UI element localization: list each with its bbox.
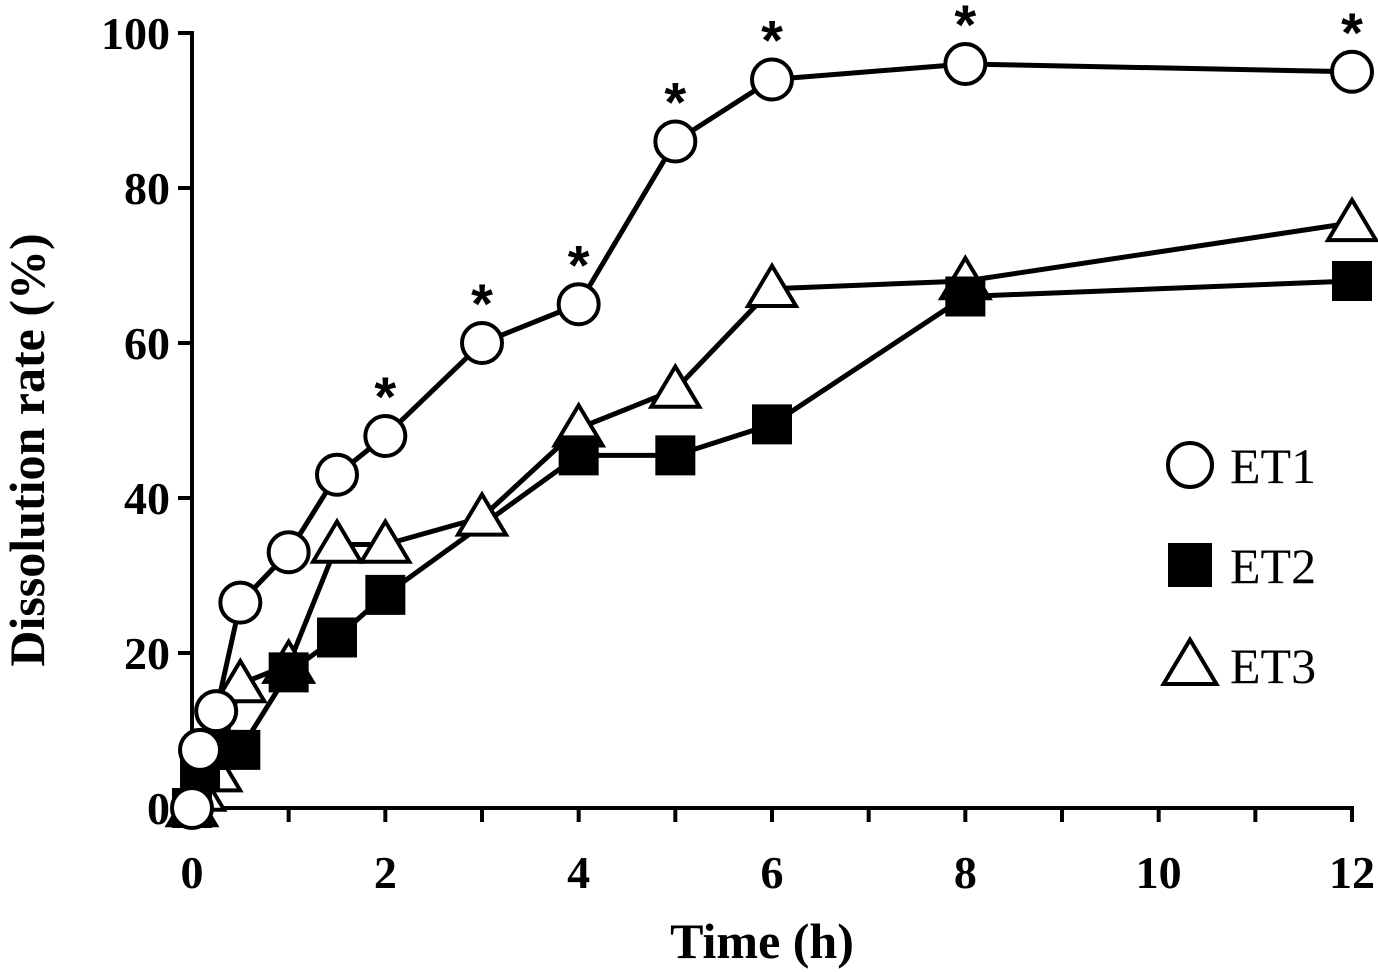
- x-ticks: 0 2 4 6 8 10 12: [181, 808, 1375, 898]
- data-point-et1: [653, 119, 698, 164]
- legend-label-et3: ET3: [1230, 638, 1316, 694]
- data-point-et3: [212, 657, 268, 704]
- legend-marker-et2: [1168, 543, 1212, 587]
- axes: 0 20 40 60 80 100 0 2 4 6 8 10 12: [101, 8, 1375, 898]
- data-point-et1: [194, 689, 239, 734]
- data-point-et1: [218, 580, 263, 625]
- significance-asterisk: *: [471, 272, 493, 335]
- data-point-et2: [268, 652, 309, 693]
- legend-label-et1: ET1: [1230, 438, 1316, 494]
- significance-asterisk: *: [954, 0, 976, 56]
- data-point-et2: [945, 276, 986, 317]
- data-point-et2: [365, 574, 406, 615]
- y-tick-label: 60: [124, 318, 170, 369]
- data-point-et1: [170, 786, 214, 830]
- data-point-et2: [655, 435, 696, 476]
- data-point-et1: [556, 282, 601, 327]
- legend-marker-et1: [1166, 441, 1214, 489]
- data-point-et3: [744, 261, 800, 308]
- data-point-et3: [309, 517, 365, 564]
- significance-asterisk: *: [568, 233, 590, 296]
- x-tick-label: 6: [761, 847, 784, 898]
- x-tick-label: 0: [181, 847, 204, 898]
- data-point-et2: [752, 404, 792, 445]
- series-markers: [164, 42, 1378, 830]
- series-line-et3: [189, 220, 1353, 810]
- data-point-et1: [943, 42, 988, 86]
- data-point-et1: [315, 452, 359, 497]
- x-tick-label: 10: [1136, 847, 1182, 898]
- significance-asterisk: *: [761, 9, 783, 72]
- data-point-et3: [647, 362, 703, 409]
- data-point-et1: [178, 727, 223, 772]
- x-tick-label: 2: [374, 847, 397, 898]
- y-tick-label: 20: [124, 628, 170, 679]
- significance-asterisk: *: [664, 71, 686, 134]
- data-point-et3: [454, 490, 510, 537]
- legend-label-et2: ET2: [1230, 538, 1316, 594]
- data-point-et1: [750, 57, 794, 102]
- x-tick-label: 12: [1329, 847, 1375, 898]
- data-point-et1: [460, 321, 504, 365]
- y-axis-title: Dissolution rate (%): [0, 233, 55, 666]
- y-tick-label: 100: [101, 8, 170, 59]
- data-point-et1: [266, 530, 311, 575]
- significance-asterisk: *: [1341, 1, 1363, 64]
- data-point-et3: [357, 517, 413, 564]
- significance-asterisk: *: [374, 365, 396, 428]
- x-tick-label: 8: [954, 847, 977, 898]
- y-tick-label: 40: [124, 473, 170, 524]
- data-point-et1: [363, 414, 408, 458]
- data-point-et2: [558, 435, 599, 476]
- x-tick-label: 4: [567, 847, 590, 898]
- y-ticks: 0 20 40 60 80 100: [101, 8, 192, 834]
- significance-marks: * * * * * * *: [374, 0, 1363, 428]
- y-tick-label: 0: [147, 783, 170, 834]
- legend-marker-et3: [1160, 635, 1220, 686]
- data-point-et3: [1324, 195, 1378, 243]
- data-point-et1: [1330, 49, 1374, 94]
- data-point-et2: [1332, 261, 1372, 301]
- data-point-et2: [317, 617, 357, 658]
- x-axis-title: Time (h): [670, 913, 854, 969]
- y-tick-label: 80: [124, 163, 170, 214]
- legend: ET1 ET2 ET3: [1160, 438, 1316, 694]
- data-point-et2: [220, 729, 261, 770]
